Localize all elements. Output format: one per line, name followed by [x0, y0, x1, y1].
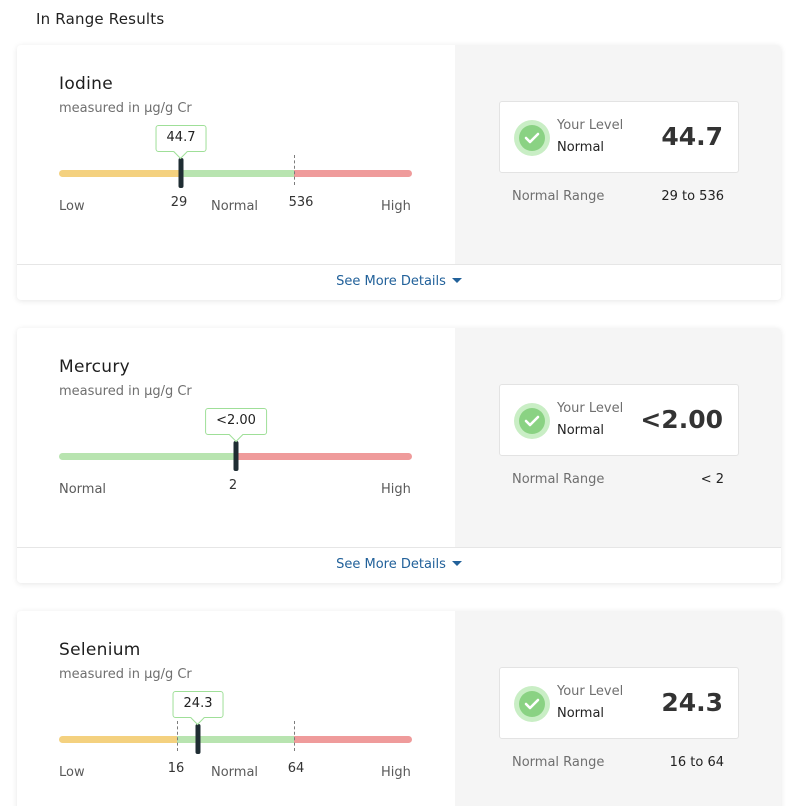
section-title: In Range Results: [36, 10, 165, 28]
see-more-details-button[interactable]: See More Details: [17, 547, 781, 583]
your-level-label: Your Level: [557, 684, 624, 699]
range-bar: [59, 453, 412, 460]
low-label: Low: [59, 199, 85, 214]
level-panel: Your Level Normal 44.7 Normal Range 29 t…: [455, 45, 781, 264]
caret-down-icon: [451, 278, 462, 283]
see-more-details-label: See More Details: [336, 274, 446, 289]
normal-label: Normal: [211, 765, 259, 780]
tick-label: 29: [170, 195, 188, 210]
status-label: Normal: [557, 706, 605, 721]
range-bar: [59, 736, 412, 743]
analyte-name: Selenium: [59, 640, 141, 660]
threshold-line: [294, 155, 295, 185]
analyte-name: Mercury: [59, 357, 131, 377]
value-bubble: 24.3: [172, 691, 224, 718]
normal-range-label: Normal Range: [512, 189, 605, 204]
unit-text: measured in μg/g Cr: [59, 101, 192, 116]
low-label: Low: [59, 765, 85, 780]
value-bubble: <2.00: [205, 408, 267, 435]
normal-range-value: 16 to 64: [669, 755, 724, 770]
caret-down-icon: [451, 561, 462, 566]
high-segment: [294, 170, 412, 177]
level-value: 24.3: [661, 688, 723, 717]
your-level-label: Your Level: [557, 118, 624, 133]
checkmark-circle-icon: [514, 120, 550, 156]
normal-segment: [180, 170, 294, 177]
see-more-details-label: See More Details: [336, 557, 446, 572]
status-label: Normal: [557, 140, 605, 155]
tick-label: 64: [287, 761, 305, 776]
your-level-label: Your Level: [557, 401, 624, 416]
result-card-iodine: Iodine measured in μg/g Cr 44.7 Low 29 N…: [17, 45, 781, 300]
range-panel: Mercury measured in μg/g Cr <2.00 Normal…: [17, 328, 455, 547]
checkmark-circle-icon: [514, 686, 550, 722]
tick-label: 16: [167, 761, 185, 776]
level-panel: Your Level Normal <2.00 Normal Range < 2: [455, 328, 781, 547]
value-marker: [233, 441, 239, 471]
normal-range-value: 29 to 536: [661, 189, 724, 204]
result-card-mercury: Mercury measured in μg/g Cr <2.00 Normal…: [17, 328, 781, 583]
high-label: High: [381, 482, 411, 497]
value-marker: [195, 724, 201, 754]
your-level-box: Your Level Normal <2.00: [499, 384, 739, 456]
status-label: Normal: [557, 423, 605, 438]
level-value: <2.00: [640, 405, 723, 434]
normal-range-label: Normal Range: [512, 472, 605, 487]
high-segment: [236, 453, 412, 460]
high-label: High: [381, 765, 411, 780]
level-panel: Your Level Normal 24.3 Normal Range 16 t…: [455, 611, 781, 806]
high-label: High: [381, 199, 411, 214]
range-panel: Iodine measured in μg/g Cr 44.7 Low 29 N…: [17, 45, 455, 264]
your-level-box: Your Level Normal 44.7: [499, 101, 739, 173]
normal-range-label: Normal Range: [512, 755, 605, 770]
range-panel: Selenium measured in μg/g Cr 24.3 Low 16…: [17, 611, 455, 806]
normal-label: Normal: [211, 199, 259, 214]
low-segment: [59, 170, 180, 177]
unit-text: measured in μg/g Cr: [59, 667, 192, 682]
checkmark-circle-icon: [514, 403, 550, 439]
low-segment: [59, 736, 177, 743]
normal-range-value: < 2: [700, 472, 724, 487]
normal-segment: [177, 736, 294, 743]
result-card-selenium: Selenium measured in μg/g Cr 24.3 Low 16…: [17, 611, 781, 806]
level-value: 44.7: [661, 122, 723, 151]
tick-label: 536: [288, 195, 314, 210]
tick-label: 2: [228, 478, 238, 493]
value-bubble: 44.7: [155, 125, 207, 152]
high-segment: [294, 736, 412, 743]
unit-text: measured in μg/g Cr: [59, 384, 192, 399]
threshold-line: [294, 721, 295, 751]
range-bar: [59, 170, 412, 177]
analyte-name: Iodine: [59, 74, 113, 94]
normal-segment: [59, 453, 236, 460]
normal-label: Normal: [59, 482, 107, 497]
threshold-line: [177, 721, 178, 751]
value-marker: [178, 158, 184, 188]
see-more-details-button[interactable]: See More Details: [17, 264, 781, 300]
your-level-box: Your Level Normal 24.3: [499, 667, 739, 739]
